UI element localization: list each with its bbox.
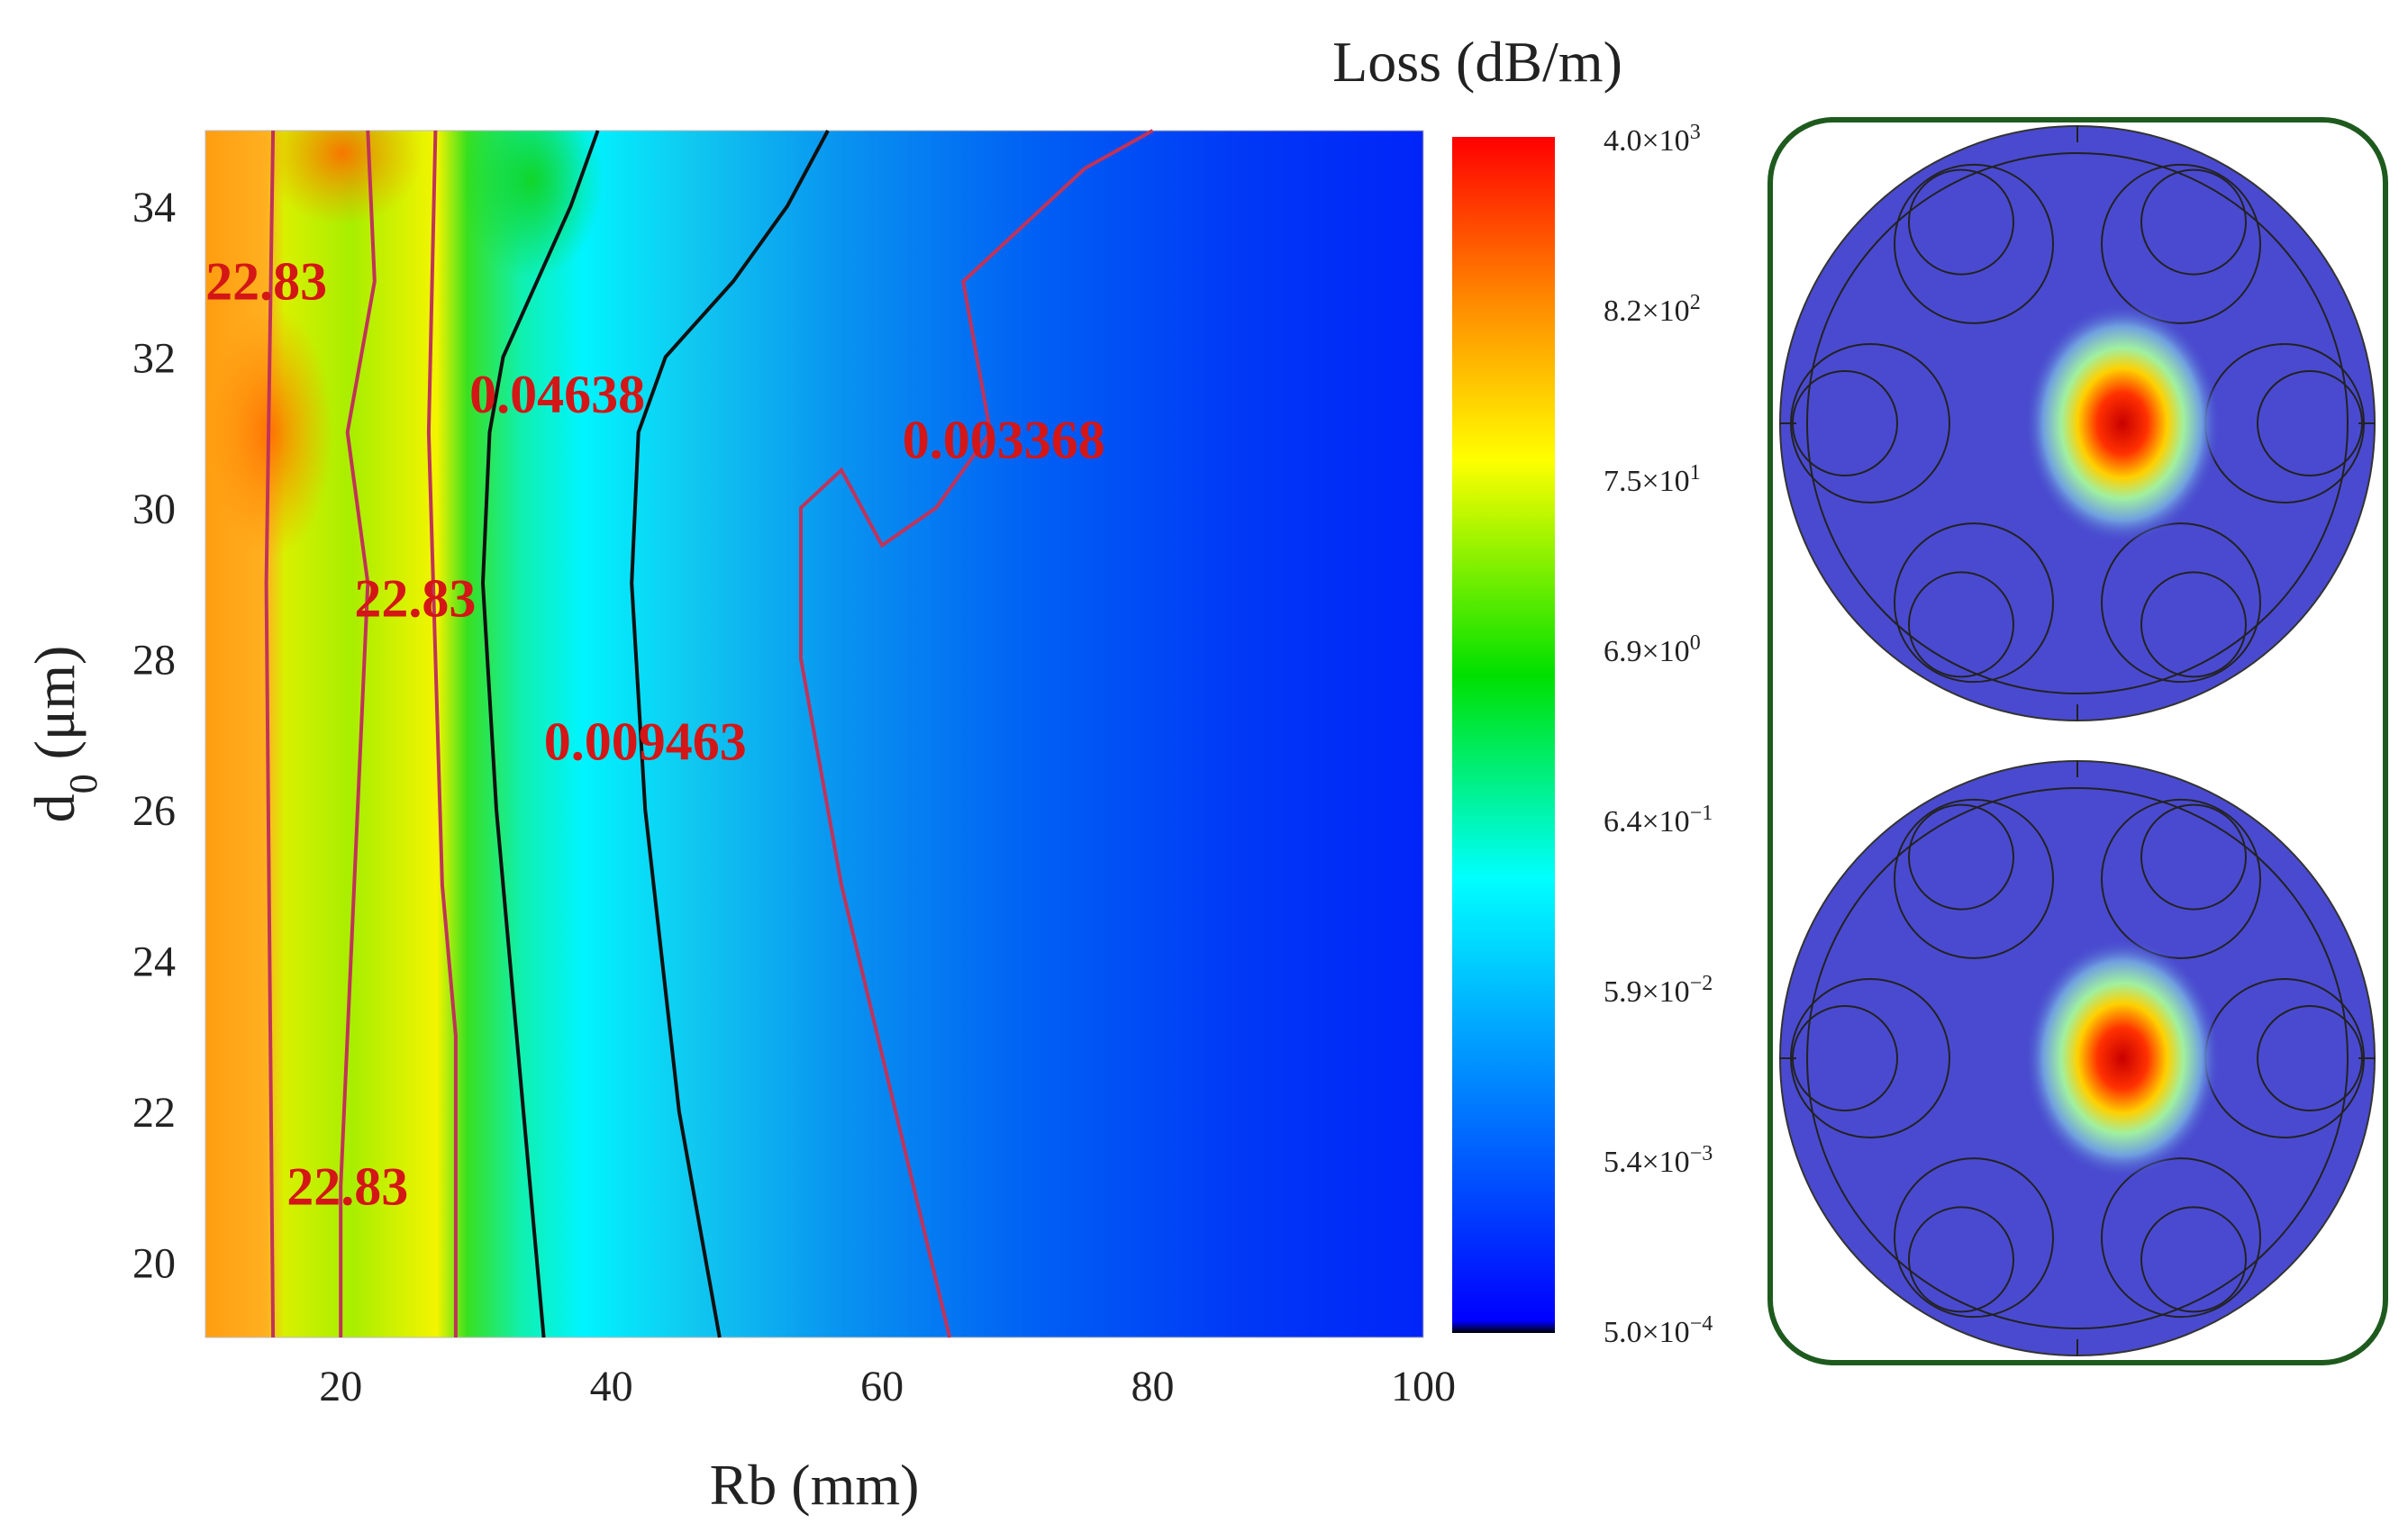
nested-tube — [1908, 571, 2014, 678]
contour-label: 22.83 — [286, 1157, 408, 1217]
heatmap — [205, 131, 1423, 1337]
heatmap-green-spot — [459, 131, 604, 279]
heatmap-hotspot-top — [261, 131, 423, 225]
mode-field — [2023, 302, 2222, 545]
colorbar-tick-label: 5.9×10−2 — [1604, 972, 1713, 1009]
plot-frame — [204, 130, 1424, 1338]
contour-label: 22.83 — [205, 252, 327, 312]
capillary-tube — [2101, 163, 2261, 324]
capillary-tube — [2101, 522, 2261, 684]
nested-tube — [2140, 803, 2247, 911]
colorbar-title: Loss (dB/m) — [1332, 30, 1622, 94]
mode-insets — [1779, 125, 2376, 1356]
y-tick-label: 32 — [132, 334, 176, 382]
contour-label: 0.003368 — [903, 410, 1105, 469]
colorbar-tick-label: 4.0×103 — [1604, 121, 1701, 158]
y-tick-label: 30 — [132, 485, 176, 533]
x-tick-label: 80 — [1131, 1363, 1175, 1410]
contour-lines — [264, 129, 1154, 1338]
x-tick-label: 40 — [590, 1363, 633, 1410]
x-tick-label: 100 — [1391, 1363, 1456, 1410]
y-tick-label: 28 — [132, 636, 176, 684]
fiber-jacket-ring — [1806, 787, 2349, 1329]
contour-line-4 — [630, 130, 830, 1338]
contour-line-2 — [426, 130, 458, 1337]
contour-label: 22.83 — [354, 568, 476, 628]
y-tick-label: 22 — [132, 1089, 176, 1137]
capillary-tube — [2101, 1157, 2261, 1319]
contour-line-5 — [799, 129, 1154, 1338]
mode-profile-top — [1779, 125, 2376, 721]
y-tick-label: 20 — [132, 1239, 176, 1287]
mode-profile-bottom — [1779, 760, 2376, 1356]
capillary-tube — [1894, 1157, 2054, 1319]
nested-tube — [1908, 803, 2014, 911]
colorbar-tick-label: 5.0×10−4 — [1604, 1312, 1713, 1349]
colorbar — [1452, 137, 1555, 1333]
y-tick-label: 34 — [132, 184, 176, 231]
capillary-tube — [1790, 978, 1950, 1138]
x-axis-label: Rb (mm) — [710, 1453, 920, 1517]
capillary-tube — [1894, 522, 2054, 684]
mode-field — [2023, 937, 2222, 1180]
y-axis-ticks: 20 22 24 26 28 30 32 34 — [132, 184, 176, 1288]
nested-tube — [2140, 1206, 2247, 1313]
contour-line-1 — [339, 130, 377, 1337]
nested-tube — [1792, 370, 1898, 476]
nested-tube — [2140, 168, 2247, 276]
colorbar-tick-label: 6.4×10−1 — [1604, 802, 1713, 839]
x-tick-label: 60 — [860, 1363, 904, 1410]
contour-label: 0.009463 — [544, 712, 747, 771]
colorbar-ticks: 4.0×103 8.2×102 7.5×101 6.9×100 6.4×10−1 5.9×… — [1604, 121, 1713, 1349]
nested-tube — [1792, 1005, 1898, 1111]
contour-label: 0.04638 — [469, 365, 645, 424]
colorbar-tick-label: 7.5×101 — [1604, 461, 1701, 498]
capillary-tube — [1894, 163, 2054, 324]
y-tick-label: 24 — [132, 938, 176, 985]
colorbar-tick-label: 8.2×102 — [1604, 291, 1701, 328]
x-tick-label: 20 — [319, 1363, 362, 1410]
nested-tube — [2140, 571, 2247, 678]
nested-tube — [1908, 168, 2014, 276]
capillary-tube — [1790, 343, 1950, 503]
contour-labels: 22.83 0.04638 22.83 0.009463 0.003368 22.83 — [205, 252, 1105, 1217]
capillary-tube — [1894, 798, 2054, 959]
nested-tube — [2257, 1005, 2363, 1111]
x-axis-ticks: 20 40 60 80 100 — [319, 1363, 1456, 1410]
fiber-jacket-ring — [1806, 152, 2349, 694]
colorbar-tick-label: 5.4×10−3 — [1604, 1142, 1713, 1179]
contour-line-3 — [480, 130, 600, 1338]
y-axis-label: d0 (μm) — [23, 646, 105, 823]
contour-line-0 — [264, 130, 276, 1338]
nested-tube — [1908, 1206, 2014, 1313]
colorbar-tick-label: 6.9×100 — [1604, 631, 1701, 668]
capillary-tube — [2101, 798, 2261, 959]
y-tick-label: 26 — [132, 787, 176, 835]
nested-tube — [2257, 370, 2363, 476]
